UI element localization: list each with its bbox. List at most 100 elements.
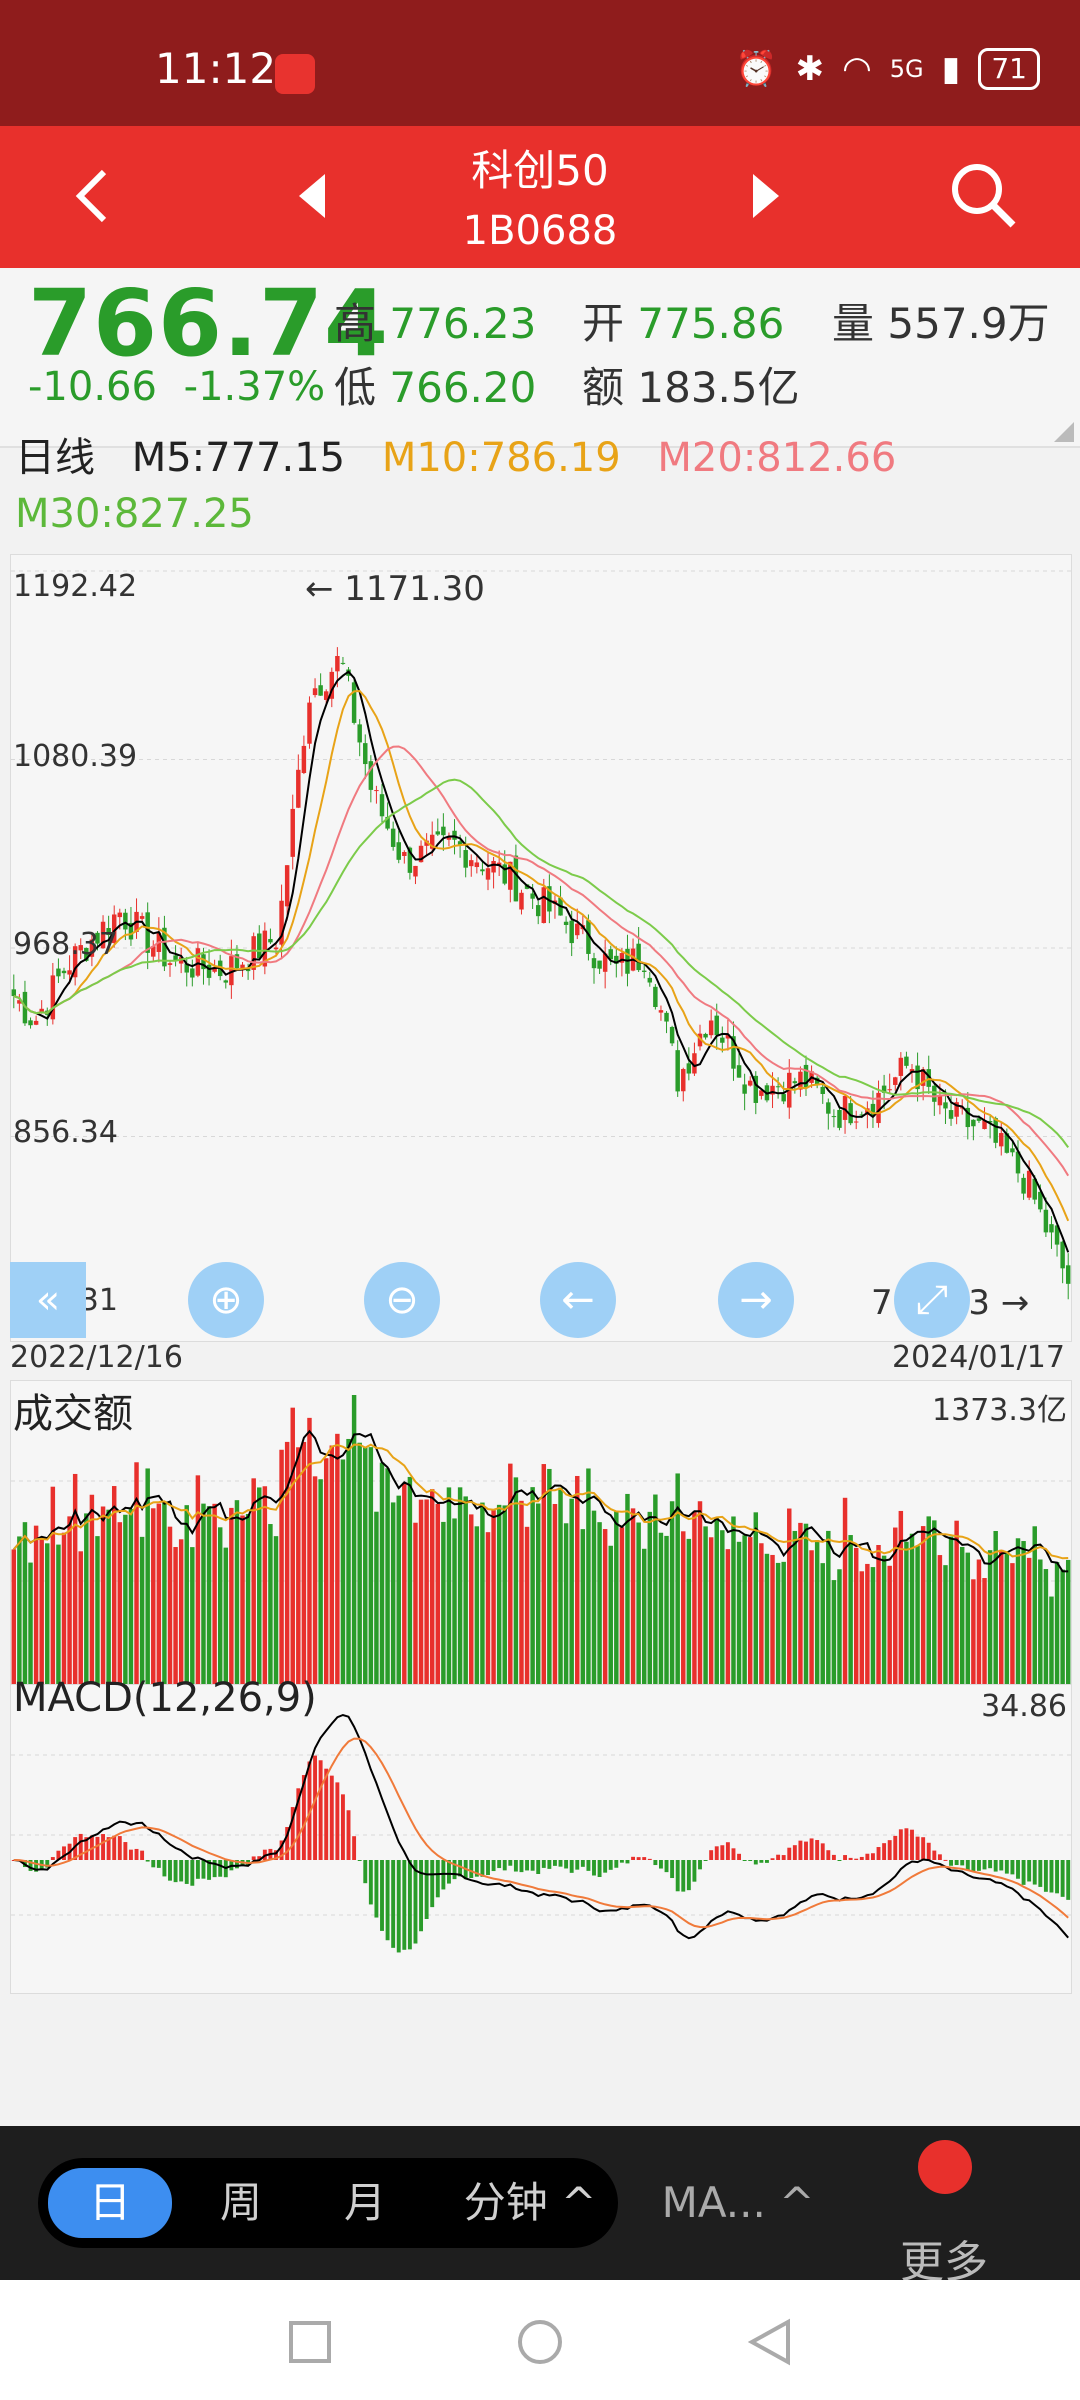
volume-bar <box>926 1516 931 1685</box>
volume-bar <box>959 1546 965 1685</box>
volume-bar <box>636 1522 641 1685</box>
candle-body <box>407 847 413 873</box>
candle-body <box>703 1033 708 1038</box>
macd-bar <box>218 1860 223 1877</box>
volume-field: 量 557.9万 <box>832 290 1050 351</box>
macd-bar <box>452 1860 457 1880</box>
candle-body <box>123 912 128 930</box>
back-nav-icon[interactable] <box>748 2318 792 2366</box>
volume-bar <box>770 1554 775 1685</box>
candle-body <box>318 685 323 696</box>
candle-body <box>139 916 145 919</box>
macd-bar <box>112 1835 117 1860</box>
bluetooth-icon: ✱ <box>795 49 825 89</box>
pan-left-button[interactable]: ← <box>540 1262 616 1338</box>
candle-body <box>257 933 262 959</box>
candle-body <box>876 1092 881 1124</box>
macd-bar <box>541 1860 546 1868</box>
volume-bar <box>904 1541 909 1685</box>
fullscreen-button[interactable]: ⤢ <box>894 1262 970 1338</box>
candle-body <box>323 691 329 700</box>
macd-bar <box>725 1842 730 1860</box>
macd-bar <box>285 1827 290 1860</box>
candle-body <box>223 980 229 983</box>
tab-minute[interactable]: 分钟 ^ <box>463 2178 597 2227</box>
volume-bar <box>452 1518 457 1685</box>
volume-bar <box>357 1442 362 1685</box>
macd-bar <box>184 1860 189 1884</box>
end-date: 2024/01/17 <box>892 1340 1065 1375</box>
macd-bar <box>664 1860 669 1873</box>
tab-week[interactable]: 周 <box>219 2178 262 2227</box>
macd-bar <box>703 1860 708 1861</box>
macd-bar <box>357 1860 362 1861</box>
kline-svg <box>11 570 1071 1300</box>
home-icon[interactable] <box>516 2318 564 2366</box>
macd-bar <box>128 1849 133 1860</box>
macd-bar <box>547 1860 552 1869</box>
volume-bar <box>223 1547 229 1685</box>
zoom-in-icon: ⊕ <box>209 1277 243 1323</box>
candle-body <box>184 963 189 973</box>
candle-body <box>664 1012 669 1022</box>
macd-bar <box>530 1860 535 1871</box>
expand-corner-icon[interactable] <box>1054 422 1074 442</box>
volume-bar <box>853 1547 859 1685</box>
kline-chart[interactable]: 1192.42 1080.39 968.37 856.34 744.31 ← 1… <box>10 554 1072 1342</box>
macd-bar <box>910 1829 914 1860</box>
volume-panel[interactable]: 成交额 1373.3亿 <box>10 1380 1072 1686</box>
scroll-left-button[interactable]: « <box>10 1262 86 1338</box>
search-icon[interactable] <box>944 156 1024 236</box>
candle-body <box>374 790 379 792</box>
volume-bar <box>943 1565 948 1685</box>
volume-bar <box>251 1478 256 1685</box>
quote-panel: 766.74 -10.66 -1.37% 高 776.23 低 766.20 开… <box>0 268 1080 448</box>
candle-body <box>1032 1178 1037 1200</box>
candle-body <box>948 1110 954 1119</box>
macd-bar <box>45 1860 50 1868</box>
volume-ma10-line <box>13 1443 1069 1560</box>
volume-bar <box>407 1476 413 1685</box>
volume-bar <box>708 1537 714 1685</box>
volume-bar <box>602 1529 608 1685</box>
ma10-line <box>13 689 1070 1222</box>
macd-panel[interactable]: MACD(12,26,9) 34.86 <box>10 1675 1072 1994</box>
volume-bar <box>870 1567 876 1685</box>
more-button[interactable]: 更多 <box>900 2237 988 2288</box>
volume-bar <box>446 1487 452 1685</box>
volume-bar <box>279 1449 284 1685</box>
candle-body <box>379 794 385 817</box>
candle-body <box>775 1086 781 1088</box>
candle-body <box>151 946 156 957</box>
volume-bar <box>95 1536 100 1685</box>
ma5-label: M5:777.15 <box>131 435 346 481</box>
volume-bar <box>1021 1541 1026 1685</box>
candle-body <box>11 989 17 997</box>
zoom-out-button[interactable]: ⊖ <box>364 1262 440 1338</box>
ma-selector[interactable]: MA... ^ <box>661 2178 815 2227</box>
macd-bar <box>876 1847 881 1860</box>
macd-bar <box>965 1860 970 1870</box>
volume-bar <box>547 1468 552 1685</box>
candle-body <box>932 1085 937 1102</box>
zoom-in-button[interactable]: ⊕ <box>188 1262 264 1338</box>
pan-right-button[interactable]: → <box>718 1262 794 1338</box>
macd-bar <box>1032 1860 1037 1885</box>
prev-stock-icon[interactable] <box>272 156 352 236</box>
tab-month[interactable]: 月 <box>343 2178 386 2227</box>
candle-body <box>513 855 519 902</box>
candle-body <box>463 850 468 868</box>
volume-bar <box>323 1458 329 1685</box>
tab-day[interactable]: 日 <box>48 2168 172 2238</box>
macd-bar <box>870 1853 875 1860</box>
last-price: 766.74 <box>28 270 390 377</box>
candle-body <box>167 963 173 965</box>
candle-body <box>669 1026 675 1044</box>
recents-icon[interactable] <box>288 2320 332 2364</box>
candle-body <box>976 1118 982 1121</box>
volume-bar <box>508 1463 513 1685</box>
next-stock-icon[interactable] <box>726 156 806 236</box>
macd-bar <box>781 1855 786 1860</box>
macd-bar <box>1060 1860 1065 1897</box>
back-icon[interactable] <box>52 156 132 236</box>
